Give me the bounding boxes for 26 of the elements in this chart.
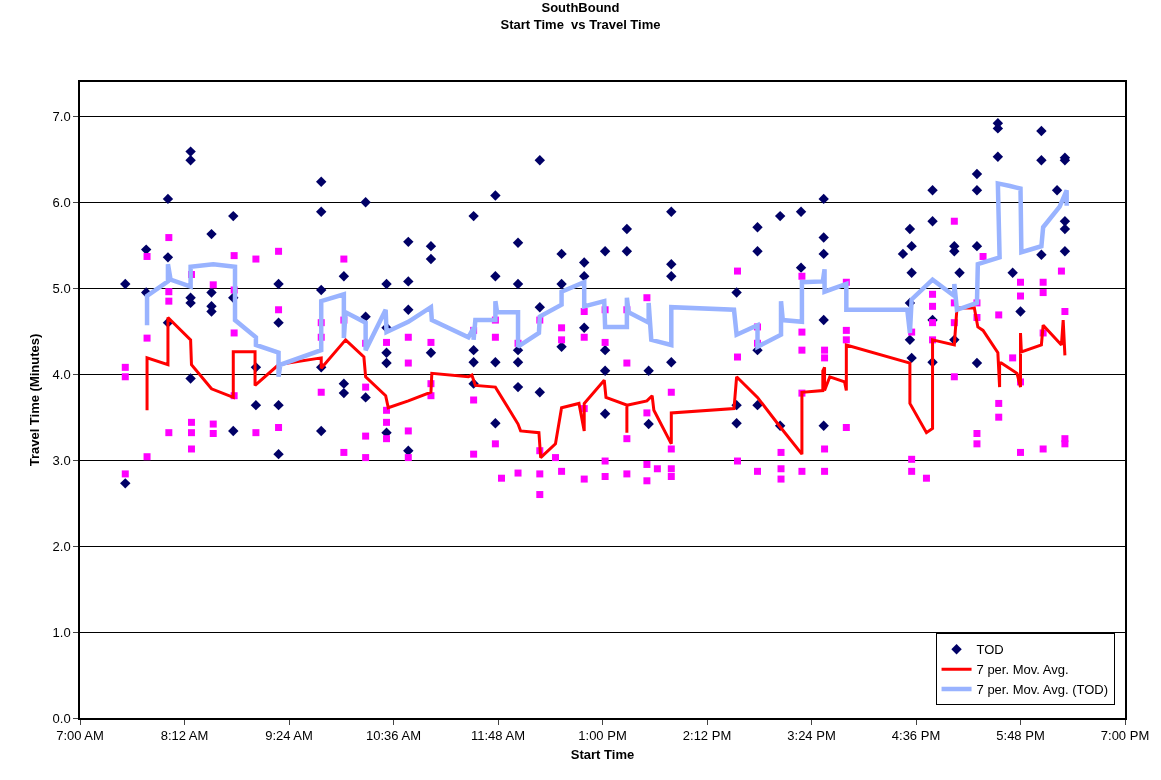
- x-tick-label: 5:48 PM: [996, 728, 1045, 744]
- legend-label: 7 per. Mov. Avg.: [976, 662, 1069, 678]
- y-tick-label: 7.0: [52, 108, 71, 124]
- chart-subtitle: Start Time vs Travel Time: [500, 16, 661, 32]
- x-tick-label: 11:48 AM: [471, 728, 525, 744]
- y-axis-title: Travel Time (Minutes): [27, 333, 43, 467]
- x-tick-label: 3:24 PM: [787, 728, 836, 744]
- y-tick-label: 6.0: [52, 194, 71, 210]
- y-tick-label: 4.0: [52, 366, 71, 382]
- chart-title: SouthBound: [541, 0, 620, 15]
- y-tick-label: 1.0: [52, 624, 71, 640]
- x-tick-label: 9:24 AM: [265, 728, 313, 744]
- x-tick-label: 10:36 AM: [366, 728, 421, 744]
- x-tick-label: 7:00 PM: [1100, 728, 1150, 744]
- legend-label: 7 per. Mov. Avg. (TOD): [976, 682, 1109, 698]
- y-tick-label: 2.0: [52, 538, 71, 554]
- y-tick-label: 0.0: [52, 710, 71, 726]
- x-tick-label: 7:00 AM: [56, 728, 104, 744]
- x-tick-label: 8:12 AM: [160, 728, 209, 744]
- x-tick-label: 4:36 PM: [891, 728, 941, 744]
- x-axis-title: Start Time: [570, 747, 635, 763]
- x-tick-label: 2:12 PM: [682, 728, 732, 744]
- y-tick-label: 3.0: [52, 452, 71, 468]
- y-tick-label: 5.0: [52, 280, 71, 296]
- legend-label: TOD: [976, 642, 1004, 658]
- x-tick-label: 1:00 PM: [578, 728, 627, 744]
